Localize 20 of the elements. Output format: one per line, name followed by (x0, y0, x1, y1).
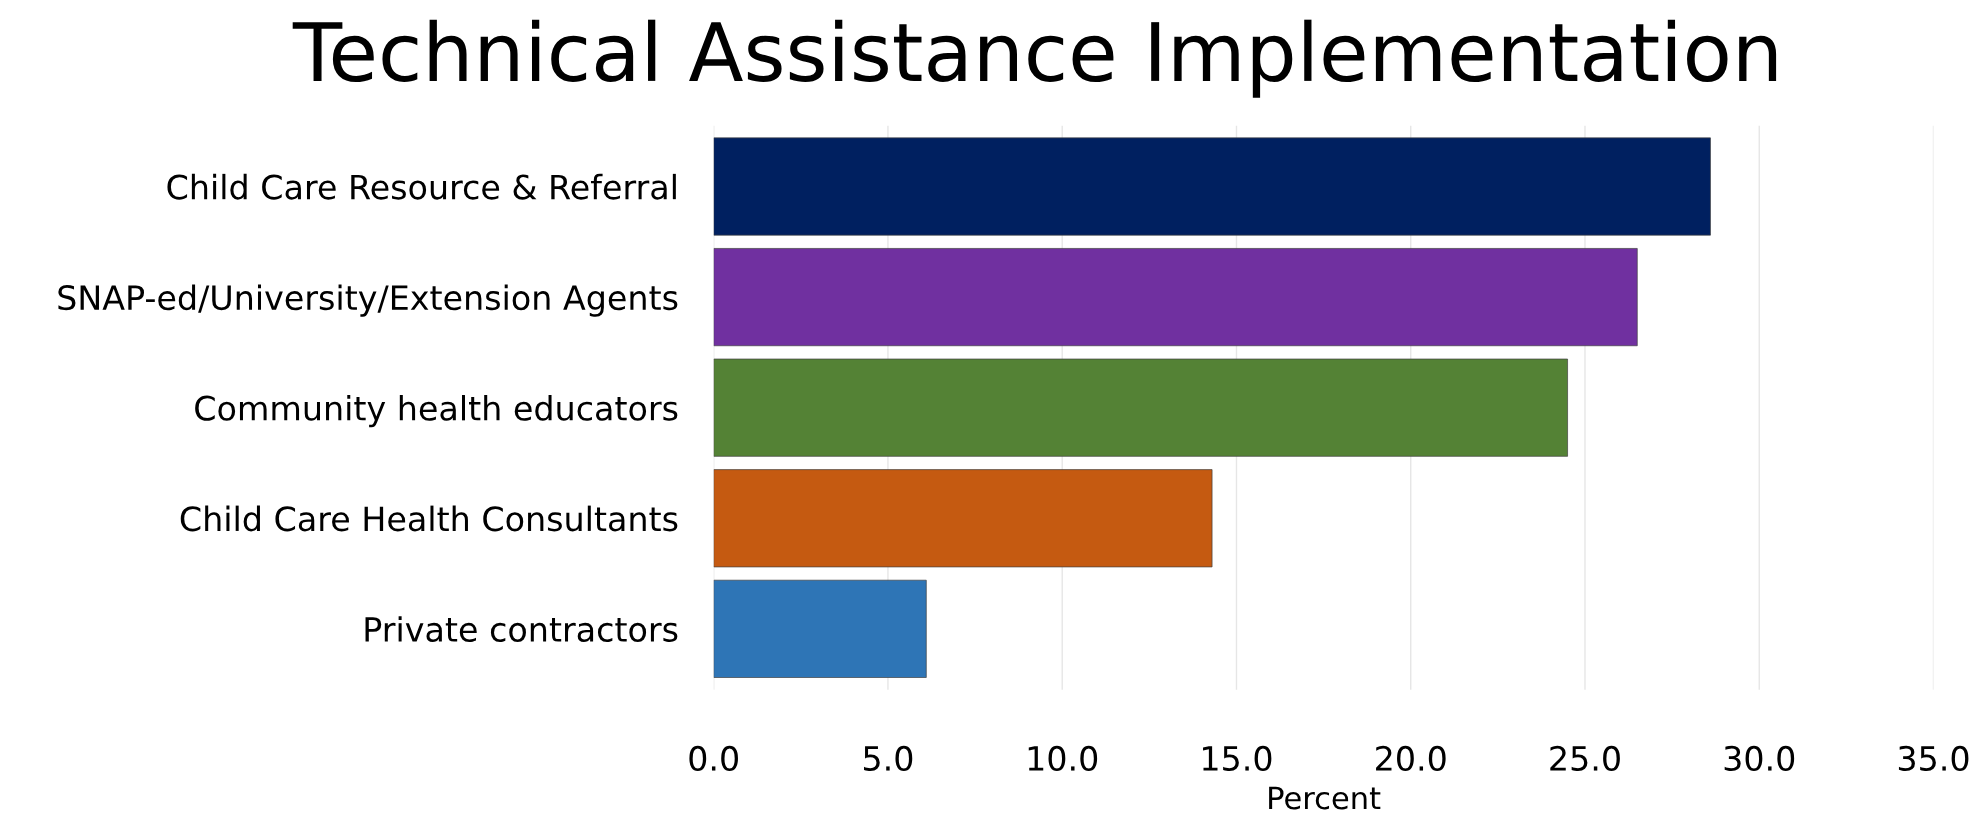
bar (713, 358, 1568, 457)
x-tick-label: 0.0 (689, 745, 738, 772)
y-tick-label: SNAP-ed/University/Extension Agents (58, 284, 678, 317)
bar (713, 579, 927, 678)
x-tick-label: 25.0 (1550, 745, 1620, 772)
x-tick-label: 15.0 (1203, 745, 1272, 772)
bar (713, 137, 1711, 236)
bar (713, 248, 1638, 347)
x-tick-label: 5.0 (864, 745, 913, 772)
y-tick-label: Child Care Resource & Referral (167, 173, 676, 200)
y-tick-label: Private contractors (365, 616, 678, 642)
y-tick-label: Community health educators (195, 395, 678, 428)
x-tick-label: 30.0 (1724, 745, 1795, 772)
x-tick-label: 20.0 (1376, 745, 1446, 772)
x-tick-label: 10.0 (1028, 745, 1098, 772)
x-tick-label: 35.0 (1898, 745, 1969, 772)
y-tick-label: Child Care Health Consultants (180, 505, 678, 532)
bar (713, 469, 1213, 568)
chart-title: Technical Assistance Implementation (292, 19, 1777, 98)
x-axis-title: Percent (1269, 786, 1381, 810)
